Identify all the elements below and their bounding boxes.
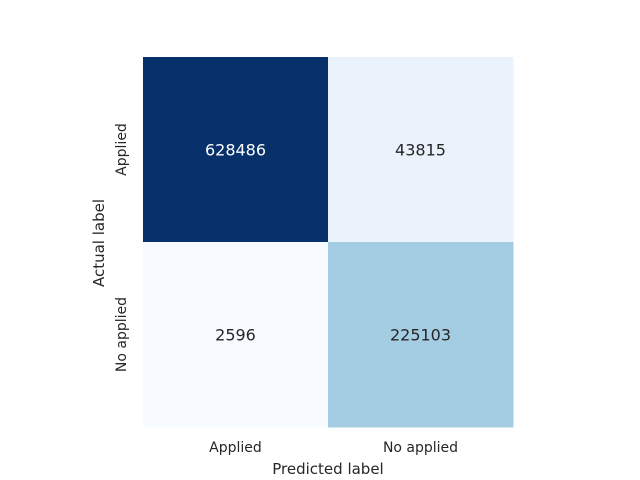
heatmap-cell-1-0 <box>143 242 329 428</box>
heatmap-cell-0-0 <box>143 57 329 243</box>
y-tick-label-0: Applied <box>114 123 130 176</box>
x-tick-label-1: No applied <box>383 440 458 456</box>
y-axis-title: Actual label <box>90 199 108 287</box>
heatmap-cell-labels: 628486 43815 2596 225103 <box>205 141 451 345</box>
y-tick-labels: Applied No applied <box>114 123 130 372</box>
cell-value-1-0: 2596 <box>215 326 256 345</box>
heatmap-cell-0-1 <box>328 57 514 243</box>
x-tick-label-0: Applied <box>209 440 262 456</box>
cell-value-0-0: 628486 <box>205 141 266 160</box>
heatmap-cell-1-1 <box>328 242 514 428</box>
y-tick-label-1: No applied <box>114 297 130 372</box>
heatmap-cells <box>143 57 514 428</box>
x-axis-title: Predicted label <box>272 460 383 478</box>
cell-value-0-1: 43815 <box>395 141 446 160</box>
x-tick-labels: Applied No applied <box>209 440 458 456</box>
cell-value-1-1: 225103 <box>390 326 451 345</box>
